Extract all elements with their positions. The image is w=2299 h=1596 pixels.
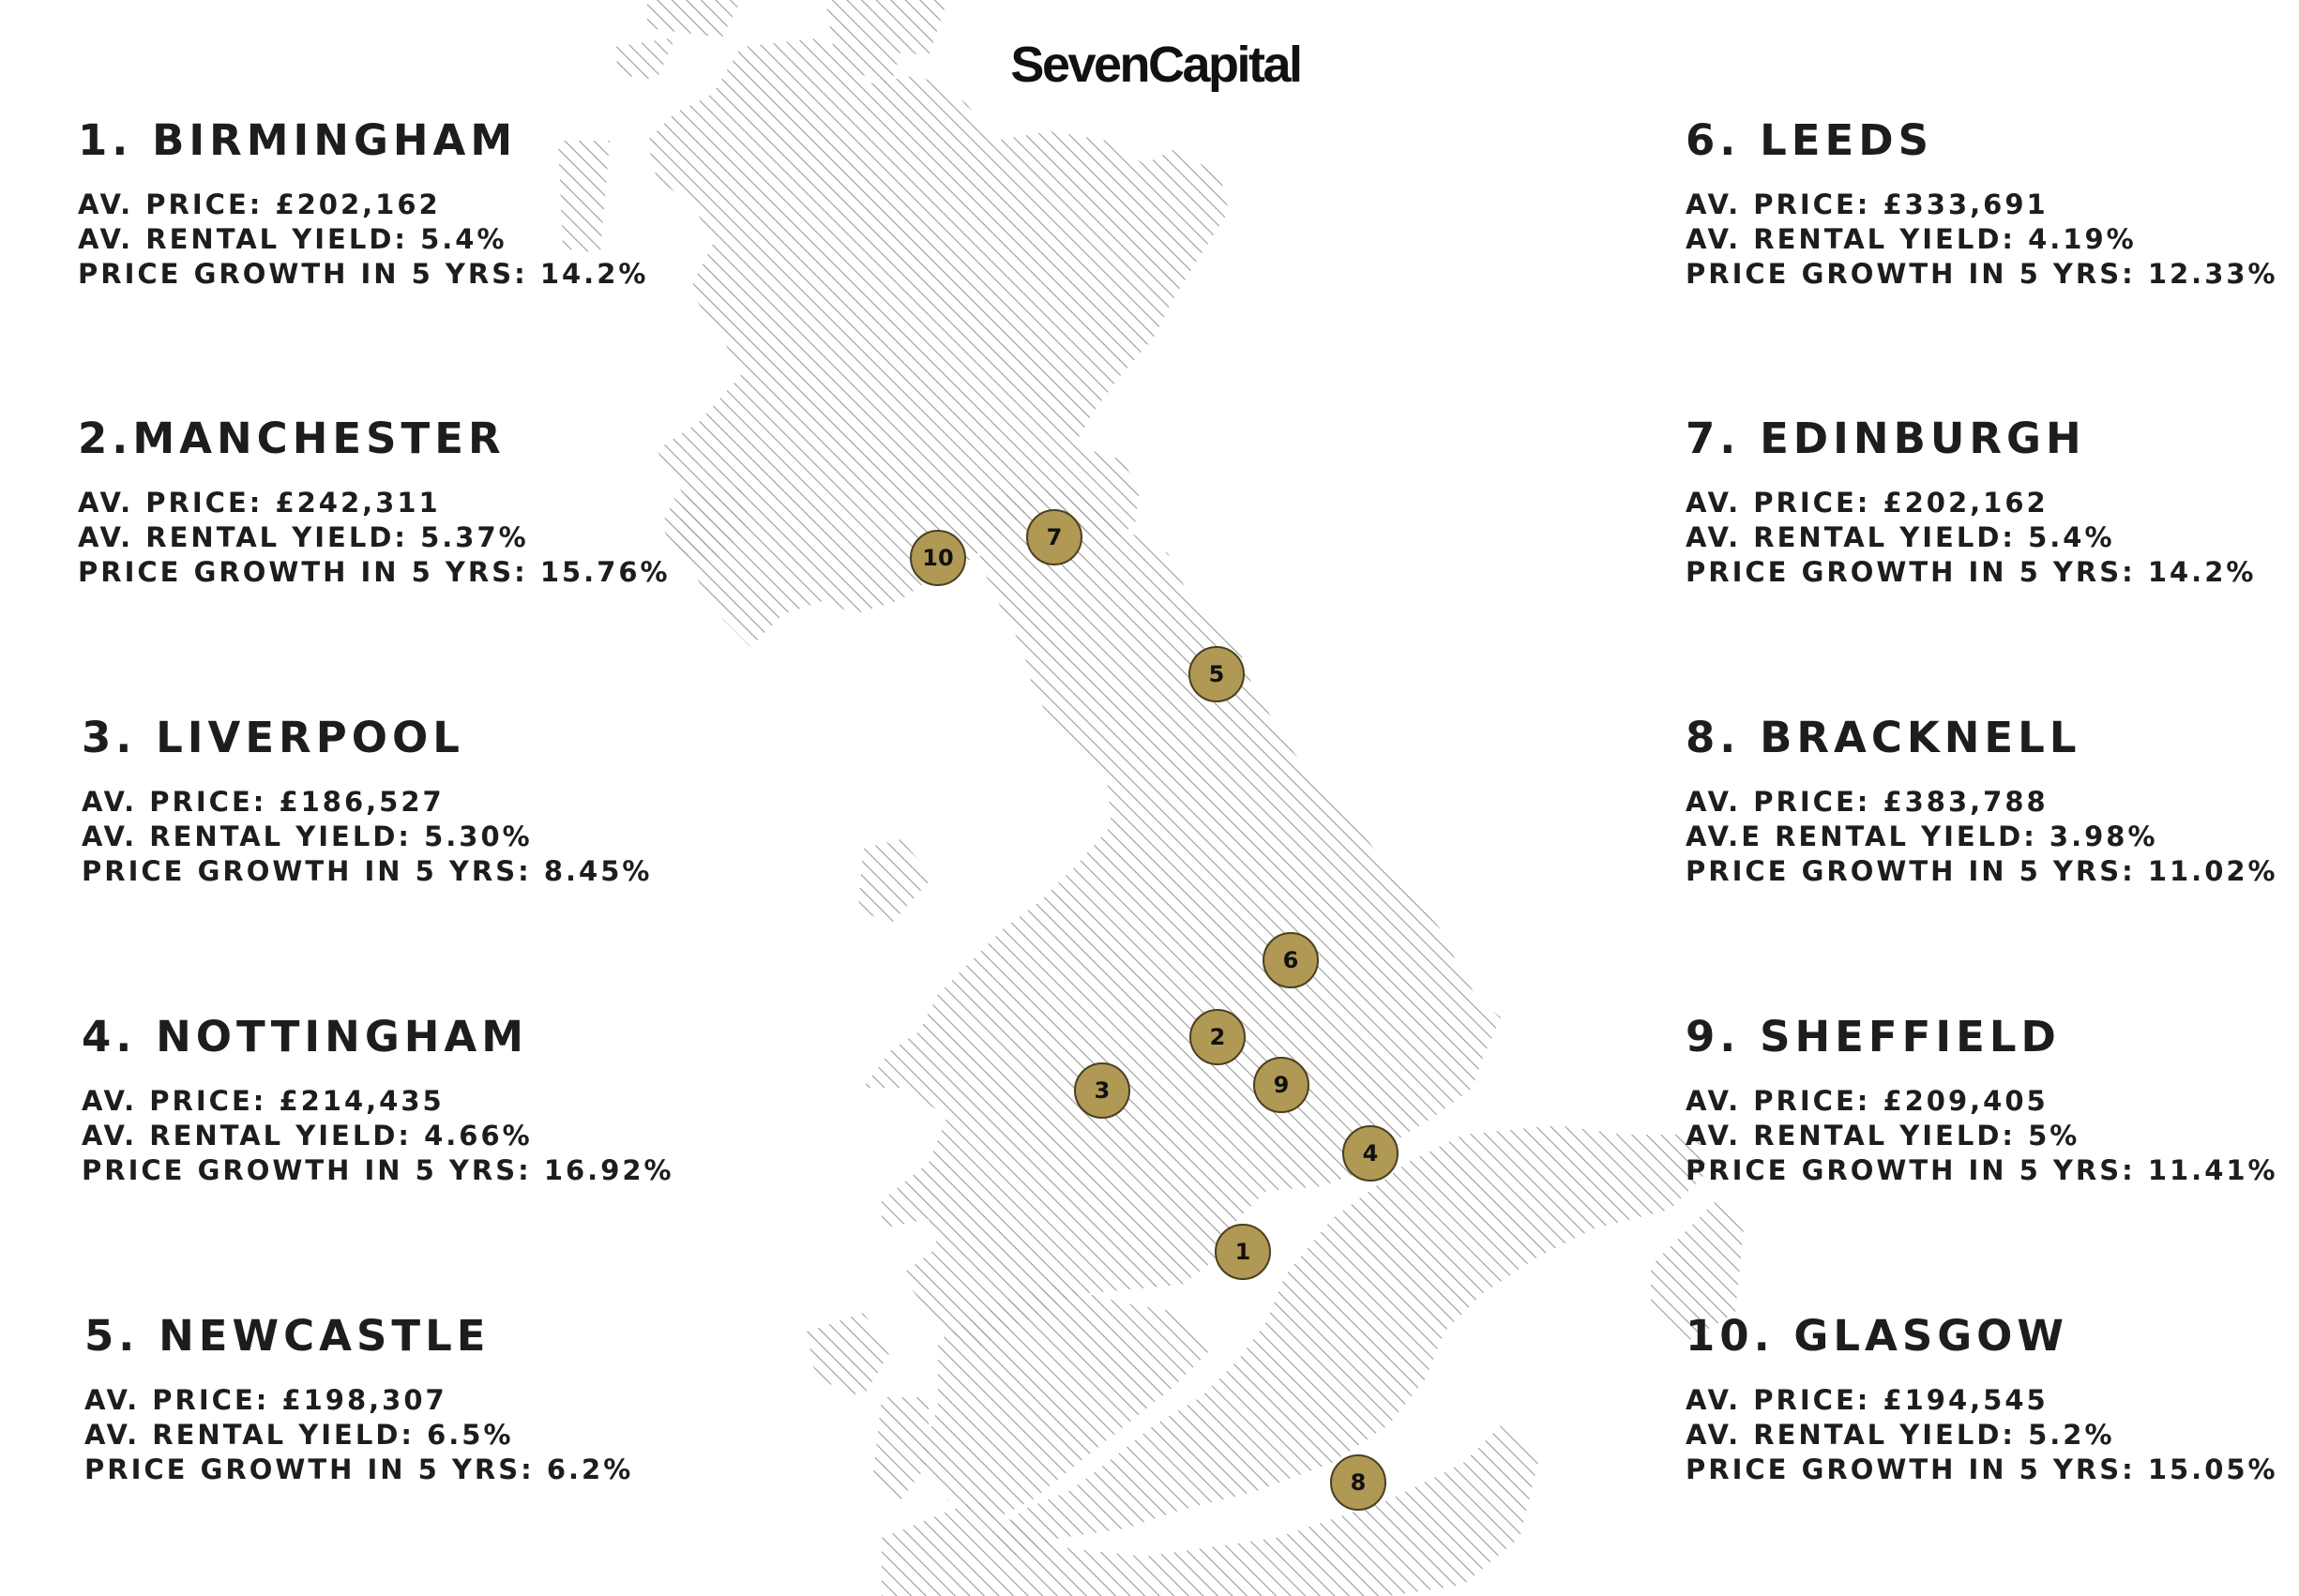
map-marker-edinburgh: 7 bbox=[1026, 509, 1082, 565]
city-name: 4. NOTTINGHAM bbox=[82, 1012, 529, 1061]
marker-label: 8 bbox=[1351, 1469, 1367, 1496]
marker-circle bbox=[1188, 646, 1245, 702]
price-growth: PRICE GROWTH IN 5 YRS: 14.2% bbox=[1686, 556, 2257, 588]
city-name: 1. BIRMINGHAM bbox=[78, 115, 518, 165]
price-growth: PRICE GROWTH IN 5 YRS: 12.33% bbox=[1686, 258, 2278, 290]
map-marker-manchester: 2 bbox=[1189, 1009, 1246, 1065]
av-price: AV. PRICE: £209,405 bbox=[1686, 1085, 2049, 1117]
av-rental-yield: AV. RENTAL YIELD: 5% bbox=[1686, 1120, 2080, 1152]
map-marker-bracknell: 8 bbox=[1330, 1454, 1386, 1511]
price-growth: PRICE GROWTH IN 5 YRS: 14.2% bbox=[78, 258, 649, 290]
city-card-manchester: 2.MANCHESTER AV. PRICE: £242,311 AV. REN… bbox=[78, 414, 791, 590]
marker-label: 2 bbox=[1210, 1024, 1226, 1050]
av-price: AV. PRICE: £242,311 bbox=[78, 487, 441, 519]
marker-circle bbox=[1342, 1125, 1399, 1182]
price-growth: PRICE GROWTH IN 5 YRS: 16.92% bbox=[82, 1154, 674, 1186]
av-rental-yield: AV. RENTAL YIELD: 4.19% bbox=[1686, 223, 2137, 255]
av-rental-yield: AV. RENTAL YIELD: 5.4% bbox=[1686, 521, 2115, 553]
marker-circle bbox=[910, 530, 966, 586]
marker-label: 7 bbox=[1047, 524, 1063, 550]
map-marker-liverpool: 3 bbox=[1074, 1062, 1130, 1119]
marker-circle bbox=[1215, 1224, 1271, 1280]
map-marker-newcastle: 5 bbox=[1188, 646, 1245, 702]
av-rental-yield: AV.E RENTAL YIELD: 3.98% bbox=[1686, 821, 2158, 852]
marker-circle bbox=[1330, 1454, 1386, 1511]
city-card-sheffield: 9. SHEFFIELD AV. PRICE: £209,405 AV. REN… bbox=[1686, 1013, 2299, 1188]
marker-label: 10 bbox=[922, 545, 953, 571]
av-price: AV. PRICE: £333,691 bbox=[1686, 188, 2049, 220]
marker-label: 4 bbox=[1363, 1140, 1379, 1167]
city-name: 7. EDINBURGH bbox=[1686, 414, 2086, 463]
av-price: AV. PRICE: £186,527 bbox=[82, 786, 445, 818]
marker-circle bbox=[1026, 509, 1082, 565]
av-price: AV. PRICE: £198,307 bbox=[84, 1384, 447, 1416]
price-growth: PRICE GROWTH IN 5 YRS: 15.76% bbox=[78, 556, 671, 588]
city-name: 5. NEWCASTLE bbox=[84, 1311, 491, 1361]
city-name: 10. GLASGOW bbox=[1686, 1311, 2069, 1361]
city-markers: 1 2 3 4 5 6 7 8 9 10 bbox=[910, 509, 1399, 1511]
marker-circle bbox=[1253, 1057, 1309, 1113]
marker-label: 9 bbox=[1274, 1072, 1290, 1098]
av-rental-yield: AV. RENTAL YIELD: 4.66% bbox=[82, 1120, 533, 1152]
marker-circle bbox=[1189, 1009, 1246, 1065]
city-name: 8. BRACKNELL bbox=[1686, 713, 2081, 762]
map-marker-leeds: 6 bbox=[1263, 932, 1319, 988]
city-card-glasgow: 10. GLASGOW AV. PRICE: £194,545 AV. RENT… bbox=[1686, 1312, 2299, 1487]
av-price: AV. PRICE: £202,162 bbox=[78, 188, 441, 220]
av-price: AV. PRICE: £202,162 bbox=[1686, 487, 2049, 519]
city-card-birmingham: 1. BIRMINGHAM AV. PRICE: £202,162 AV. RE… bbox=[78, 116, 791, 292]
marker-circle bbox=[1074, 1062, 1130, 1119]
city-card-nottingham: 4. NOTTINGHAM AV. PRICE: £214,435 AV. RE… bbox=[82, 1013, 794, 1188]
city-card-leeds: 6. LEEDS AV. PRICE: £333,691 AV. RENTAL … bbox=[1686, 116, 2299, 292]
av-rental-yield: AV. RENTAL YIELD: 6.5% bbox=[84, 1419, 514, 1451]
price-growth: PRICE GROWTH IN 5 YRS: 11.02% bbox=[1686, 855, 2278, 887]
city-name: 9. SHEFFIELD bbox=[1686, 1012, 2061, 1061]
city-card-bracknell: 8. BRACKNELL AV. PRICE: £383,788 AV.E RE… bbox=[1686, 714, 2299, 889]
map-marker-sheffield: 9 bbox=[1253, 1057, 1309, 1113]
sevencapital-logo: SevenCapital bbox=[1010, 37, 1303, 93]
price-growth: PRICE GROWTH IN 5 YRS: 6.2% bbox=[84, 1453, 634, 1485]
av-price: AV. PRICE: £383,788 bbox=[1686, 786, 2049, 818]
marker-label: 3 bbox=[1095, 1077, 1111, 1104]
map-landmass bbox=[558, 0, 1745, 1596]
av-rental-yield: AV. RENTAL YIELD: 5.4% bbox=[78, 223, 507, 255]
map-marker-glasgow: 10 bbox=[910, 530, 966, 586]
map-marker-birmingham: 1 bbox=[1215, 1224, 1271, 1280]
price-growth: PRICE GROWTH IN 5 YRS: 8.45% bbox=[82, 855, 653, 887]
av-price: AV. PRICE: £214,435 bbox=[82, 1085, 445, 1117]
price-growth: PRICE GROWTH IN 5 YRS: 15.05% bbox=[1686, 1453, 2278, 1485]
marker-label: 5 bbox=[1209, 661, 1225, 687]
city-name: 2.MANCHESTER bbox=[78, 414, 506, 463]
av-rental-yield: AV. RENTAL YIELD: 5.37% bbox=[78, 521, 529, 553]
city-card-edinburgh: 7. EDINBURGH AV. PRICE: £202,162 AV. REN… bbox=[1686, 414, 2299, 590]
price-growth: PRICE GROWTH IN 5 YRS: 11.41% bbox=[1686, 1154, 2278, 1186]
av-rental-yield: AV. RENTAL YIELD: 5.2% bbox=[1686, 1419, 2115, 1451]
marker-circle bbox=[1263, 932, 1319, 988]
map-marker-nottingham: 4 bbox=[1342, 1125, 1399, 1182]
city-card-newcastle: 5. NEWCASTLE AV. PRICE: £198,307 AV. REN… bbox=[84, 1312, 797, 1487]
city-name: 3. LIVERPOOL bbox=[82, 713, 464, 762]
av-price: AV. PRICE: £194,545 bbox=[1686, 1384, 2049, 1416]
city-name: 6. LEEDS bbox=[1686, 115, 1933, 165]
marker-label: 6 bbox=[1283, 947, 1299, 973]
av-rental-yield: AV. RENTAL YIELD: 5.30% bbox=[82, 821, 533, 852]
marker-label: 1 bbox=[1235, 1239, 1251, 1265]
city-card-liverpool: 3. LIVERPOOL AV. PRICE: £186,527 AV. REN… bbox=[82, 714, 794, 889]
